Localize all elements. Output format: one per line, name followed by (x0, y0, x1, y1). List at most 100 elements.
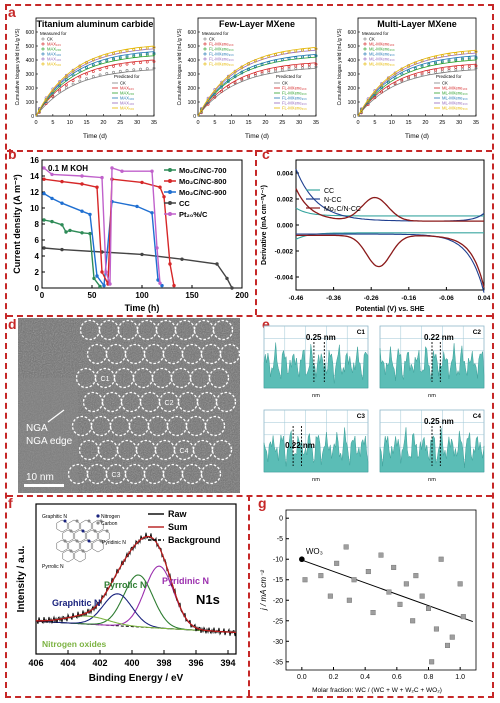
hex-ring (68, 519, 80, 533)
data-point (419, 593, 425, 599)
panel-label-a: a (8, 4, 16, 20)
measured-point (467, 56, 471, 60)
intensity-profile (379, 343, 485, 389)
x-tick-label: 25 (439, 120, 445, 126)
series-marker (110, 166, 114, 170)
legend-marker (203, 47, 207, 51)
lattice-circle (101, 391, 123, 413)
data-point (318, 573, 324, 579)
legend-predicted-head: Predicted for (114, 74, 140, 79)
legend-measured-item: FL-MXene₃₀₀ (209, 52, 234, 57)
lattice-circle (120, 391, 142, 413)
lattice-circle (192, 439, 214, 461)
measured-point (253, 72, 257, 76)
lattice-circle (219, 343, 240, 365)
legend-measured-item: CK (209, 37, 215, 42)
measured-point (145, 67, 149, 71)
legend-measured-item: MAX₄₀₀ (47, 57, 62, 62)
series-line (43, 192, 163, 288)
atom (63, 519, 67, 523)
lattice-circle (181, 463, 203, 485)
y-axis-label: Intensity / a.u. (16, 545, 27, 612)
legend-marker (363, 52, 367, 56)
data-point (413, 573, 419, 579)
x-tick-label: 404 (60, 658, 75, 668)
lattice-circle-label: C2 (165, 400, 174, 407)
y-tick-label: -25 (273, 618, 283, 625)
x-tick-label: 0.2 (329, 674, 339, 681)
measured-point (427, 57, 431, 61)
series-marker (64, 230, 68, 234)
legend-marker (363, 62, 367, 66)
series-marker (50, 196, 54, 201)
legend-marker (363, 37, 367, 41)
lattice-circle (109, 415, 131, 437)
y-tick-label: 8 (35, 220, 40, 229)
lattice-circle-label: C4 (180, 448, 189, 455)
lattice-circle (173, 439, 195, 461)
measured-point (301, 66, 304, 70)
y-tick-label: 0.002 (277, 197, 294, 204)
series-marker (80, 209, 84, 213)
nga-edge-annotation: NGA edge (26, 436, 73, 447)
hex-ring (56, 539, 68, 553)
data-point (346, 597, 352, 603)
series-marker (162, 195, 166, 199)
series-marker (60, 223, 64, 227)
lattice-circle (212, 319, 234, 341)
legend-marker (41, 47, 45, 51)
measured-point (91, 58, 95, 62)
lattice-circle (181, 343, 203, 365)
lattice-circle (135, 439, 157, 461)
legend-measured-head: Measured for (40, 31, 67, 36)
lattice-circle (196, 391, 218, 413)
y-tick-label: 0 (31, 114, 34, 120)
measured-point (91, 70, 95, 73)
atom (93, 529, 97, 533)
y-tick-label: -10 (273, 557, 283, 564)
data-point (391, 564, 397, 570)
lattice-circle (154, 439, 176, 461)
measured-point (440, 60, 444, 64)
lattice-circle (86, 343, 108, 365)
measured-point (474, 66, 478, 70)
measured-point (125, 62, 129, 66)
predicted-curve (197, 54, 317, 117)
data-point (433, 626, 439, 632)
series-marker (42, 177, 46, 181)
legend-measured-item: MAX₂₀₀ (47, 47, 61, 52)
measured-point (454, 58, 458, 62)
panel-g: 0.0 0.2 0.4 0.6 0.8 1.0 0 -5 -10 -15 -20 -25 -30 -35 M… (259, 509, 477, 694)
legend-marker (203, 42, 207, 46)
lattice-circle (79, 319, 101, 341)
series-cc-lower (295, 232, 484, 240)
measured-point (139, 61, 142, 64)
x-axis-label: nm (312, 477, 320, 483)
predicted-curve (197, 62, 317, 117)
y-tick-label: 200 (188, 86, 197, 92)
lattice-circle (98, 319, 120, 341)
x-tick-label: 406 (28, 658, 43, 668)
y-tick-label: 300 (26, 72, 35, 78)
y-tick-label: 2 (35, 268, 40, 277)
x-axis-label: Time (d) (245, 133, 269, 140)
measured-point (294, 56, 298, 60)
series-marker (88, 212, 92, 217)
measured-point (152, 66, 156, 70)
lattice-circle (143, 343, 165, 365)
series-marker (42, 166, 46, 170)
legend-measured-item: MAX₃₀₀ (47, 52, 62, 57)
panel-b: 0.1 M KOH Time (h) Current density (A m⁻²)… (12, 156, 249, 313)
predicted-curve (35, 69, 155, 117)
measured-point (118, 56, 122, 60)
lattice-circle (75, 367, 97, 389)
hex-ring (68, 539, 80, 553)
measured-point (91, 63, 95, 67)
profile-tag: C1 (357, 329, 366, 336)
lattice-circle (132, 367, 154, 389)
x-tick-label: -0.26 (364, 295, 379, 302)
predicted-curve (357, 55, 477, 117)
spacing-label: 0.25 nm (306, 333, 336, 342)
x-axis-label: Time (d) (405, 133, 429, 140)
hex-ring (74, 529, 86, 543)
